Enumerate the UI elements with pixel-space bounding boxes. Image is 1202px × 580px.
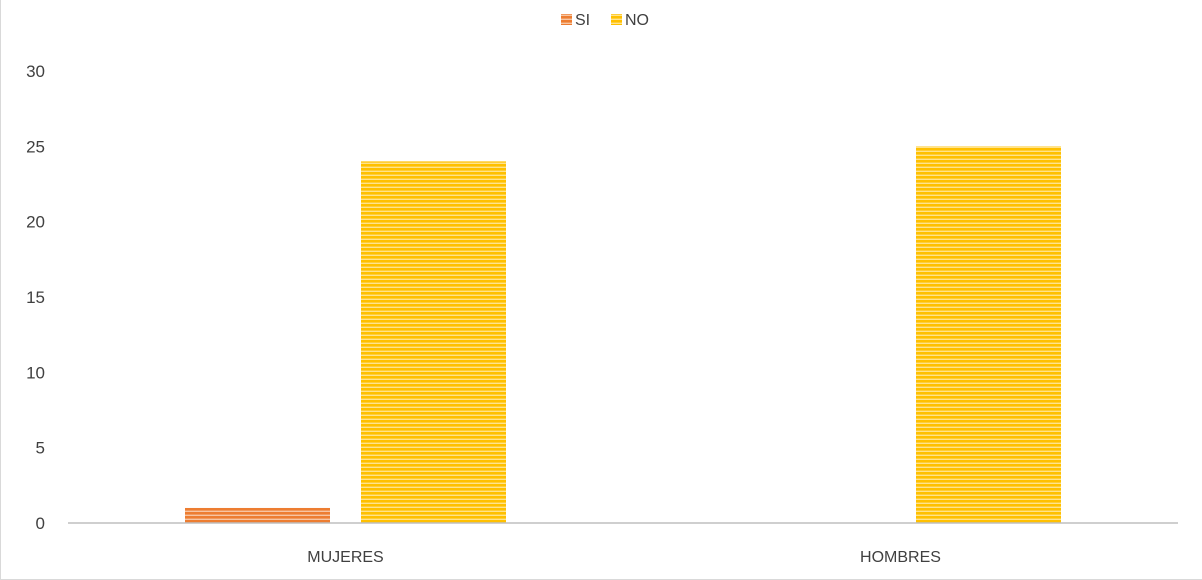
y-tick-label: 5 bbox=[36, 439, 45, 458]
x-category-label: HOMBRES bbox=[860, 549, 941, 566]
bar-no-hombres bbox=[916, 146, 1061, 524]
y-tick-label: 30 bbox=[26, 62, 45, 81]
y-tick-label: 10 bbox=[26, 363, 45, 382]
bar-no-mujeres bbox=[361, 161, 506, 523]
x-axis: MUJERES HOMBRES bbox=[68, 522, 1178, 566]
y-tick-label: 25 bbox=[26, 137, 45, 156]
y-tick-label: 15 bbox=[26, 288, 45, 307]
y-axis: 0 5 10 15 20 25 30 bbox=[26, 62, 45, 533]
legend-swatch-no bbox=[611, 14, 622, 25]
x-category-label: MUJERES bbox=[307, 549, 383, 566]
legend-swatch-si bbox=[561, 14, 572, 25]
y-tick-label: 0 bbox=[36, 514, 45, 533]
legend-label-no: NO bbox=[625, 12, 649, 29]
bar-si-mujeres bbox=[185, 507, 330, 523]
legend: SI NO bbox=[561, 12, 649, 29]
y-tick-label: 20 bbox=[26, 213, 45, 232]
bars bbox=[185, 146, 1061, 524]
legend-label-si: SI bbox=[575, 12, 590, 29]
